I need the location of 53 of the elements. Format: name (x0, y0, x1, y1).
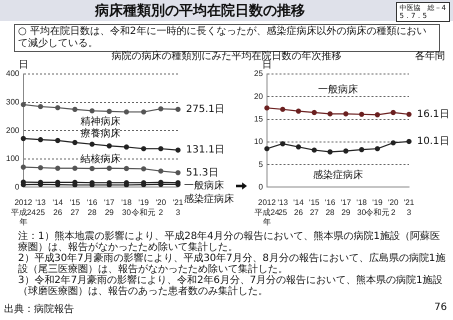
x-tick-label: '16 28 (86, 198, 98, 217)
text: 各年間 (415, 50, 445, 63)
x-tick-label: '14 26 (52, 198, 64, 217)
data-label: 51.3日 (186, 167, 218, 178)
x-tick-label: '19 令和元 (132, 198, 156, 217)
x-tick-label: '16 28 (324, 198, 336, 217)
x-tick-label: '20 2 (388, 198, 399, 217)
y-axis-title: 日 (18, 60, 28, 71)
text: 3）令和2年7月豪雨の影響により、令和2年6月分、7月分の報告において、熊本県の病院1施設（球磨医療圏）は、報告のあった患者数のみ集計した。 (18, 275, 444, 297)
chart-title: 病床種類別の平均在院日数の推移 (94, 2, 306, 20)
series-label: 療養病床 (80, 128, 121, 140)
text: ○ 平均在院日数は、令和2年に一時的に長くなったが、感染症病床以外の病床の種類において減少している。 (14, 24, 440, 52)
x-tick-label: '18 30 (356, 198, 368, 217)
x-tick-label: '13 25 (35, 198, 46, 217)
text: 注：1）熊本地震の影響により、平成28年4月分の報告において、熊本県の病院1施設（阿蘇医療圏）は、報告がなかったため除いて集計した。 (18, 231, 440, 253)
text: 76 (434, 302, 447, 313)
y-tick-label: 0 (14, 182, 20, 192)
y-tick-label: 15 (254, 114, 264, 124)
y-tick-label: 200 (6, 126, 20, 135)
series-label: 感染症病床 (312, 169, 363, 182)
text: 病院の病床の種類別にみた平均在院日数の年次推移 (112, 51, 342, 62)
x-tick-label: '17 29 (104, 198, 116, 217)
series-label: 感染症病床 (184, 192, 234, 205)
x-tick-label: '19 令和元 (365, 198, 390, 217)
data-label: 16.1日 (417, 108, 450, 120)
y-tick-label: 400 (6, 69, 20, 78)
x-tick-label: 2012 平成24 年 (10, 198, 36, 226)
x-tick-label: '17 29 (340, 198, 352, 217)
y-tick-label: 300 (6, 98, 20, 107)
series-label: 一般病床 (318, 83, 358, 96)
y-tick-label: 100 (6, 154, 20, 164)
x-tick-label: '18 30 (121, 198, 132, 217)
x-tick-label: '13 25 (277, 198, 288, 217)
series-label: 精神病床 (80, 116, 121, 128)
data-label: 275.1日 (186, 104, 225, 115)
text: 2）平成30年7月豪雨の影響により、平成30年7月分、8月分の報告において、広島県の病院1施設（尾三医療圏）は、報告がなかったため除いて集計した。 (18, 253, 446, 275)
x-tick-label: '15 27 (70, 198, 81, 217)
series-label: 結核病床 (80, 152, 121, 165)
y-tick-label: 10 (254, 137, 264, 146)
data-label: 10.1日 (417, 136, 450, 148)
x-tick-label: '14 26 (293, 198, 304, 217)
x-tick-label: '20 2 (156, 198, 167, 217)
y-tick-label: 20 (254, 92, 264, 101)
data-label: 131.1日 (186, 144, 225, 156)
x-tick-label: '21 3 (404, 198, 415, 217)
y-axis-title: 日 (262, 60, 272, 71)
source-note: 出典：病院報告 (4, 302, 74, 316)
y-tick-label: 0 (258, 182, 264, 192)
y-tick-label: 25 (254, 69, 264, 78)
x-tick-label: '15 27 (309, 198, 320, 217)
y-tick-label: 5 (258, 160, 264, 169)
series-label: 一般病床 (184, 179, 224, 192)
x-tick-label: '21 3 (172, 198, 184, 217)
